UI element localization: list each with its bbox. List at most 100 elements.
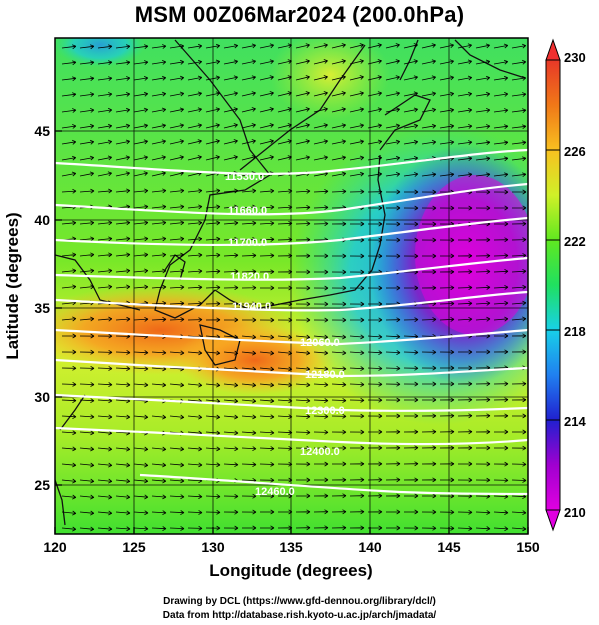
wind-arrow [133, 494, 149, 500]
wind-arrow [421, 365, 437, 371]
wind-arrow [511, 172, 527, 178]
wind-arrow [259, 123, 274, 129]
wind-arrow [475, 316, 491, 322]
wind-arrow [79, 365, 95, 371]
wind-arrow [349, 334, 365, 340]
wind-arrow [493, 429, 509, 435]
wind-arrow [367, 509, 383, 515]
wind-arrow [241, 285, 257, 291]
wind-arrow [295, 107, 310, 113]
wind-arrow [61, 44, 77, 50]
wind-arrow [331, 91, 346, 97]
wind-arrow [385, 365, 401, 371]
wind-arrow [385, 397, 401, 403]
wind-arrow [223, 43, 239, 49]
wind-arrow [421, 397, 437, 403]
wind-arrow [97, 316, 113, 322]
wind-arrow [403, 477, 419, 483]
wind-arrow [277, 317, 293, 323]
wind-arrow [187, 155, 202, 161]
wind-arrow [313, 91, 328, 97]
wind-arrow [61, 284, 77, 290]
wind-arrow [295, 301, 311, 307]
wind-arrow [79, 171, 94, 177]
wind-arrow [61, 171, 77, 177]
wind-arrow [511, 284, 527, 290]
wind-arrow [115, 494, 131, 500]
wind-arrow [457, 316, 473, 322]
wind-arrow [404, 397, 419, 403]
wind-arrow [349, 366, 365, 372]
x-tick-label: 130 [201, 539, 225, 555]
wind-arrow [457, 75, 473, 81]
wind-arrow [169, 252, 185, 258]
wind-arrow [61, 414, 77, 420]
wind-arrow [439, 43, 454, 49]
wind-arrow [79, 44, 95, 50]
wind-arrow [79, 510, 95, 516]
wind-arrow [295, 334, 311, 340]
wind-arrow [151, 60, 167, 65]
wind-arrow [133, 155, 148, 161]
wind-arrow [439, 349, 455, 355]
wind-arrow [79, 236, 95, 242]
wind-arrow [223, 301, 239, 307]
wind-arrow [62, 333, 77, 339]
contour-labels: 11530.0 11660.0 11700.0 11820.0 11940.0 … [225, 171, 345, 498]
wind-arrow [259, 525, 275, 531]
wind-arrow [313, 350, 329, 356]
wind-arrow [494, 205, 509, 211]
wind-arrow [97, 510, 113, 516]
wind-arrow [223, 204, 239, 210]
wind-arrow [367, 461, 383, 467]
wind-arrow [79, 252, 95, 258]
wind-arrow [260, 509, 275, 515]
y-tick-label: 45 [34, 123, 50, 139]
wind-arrow [169, 91, 185, 97]
wind-arrow [331, 413, 347, 419]
wind-arrow [511, 59, 527, 65]
wind-arrow [277, 509, 293, 515]
wind-arrow [277, 139, 292, 145]
wind-arrow [313, 429, 329, 435]
wind-arrow [421, 349, 437, 355]
wind-arrow [205, 155, 220, 161]
wind-arrow [512, 189, 527, 195]
wind-arrow [79, 414, 95, 420]
wind-arrow [259, 285, 275, 291]
wind-arrow [151, 382, 167, 388]
wind-arrow [295, 205, 311, 210]
wind-arrow [313, 253, 329, 259]
wind-arrow [223, 236, 239, 242]
wind-arrow [205, 285, 221, 290]
wind-arrow [367, 445, 383, 451]
wind-arrow [403, 91, 418, 97]
x-tick-label: 125 [122, 539, 146, 555]
wind-arrow [511, 333, 527, 339]
wind-arrow [259, 461, 275, 467]
wind-arrow [223, 123, 238, 129]
wind-arrow [97, 236, 113, 242]
wind-arrow [385, 445, 401, 451]
x-tick-label: 135 [279, 539, 303, 555]
wind-arrow [295, 414, 311, 419]
wind-arrow [331, 317, 347, 323]
wind-arrow [241, 430, 257, 436]
wind-arrow [349, 493, 365, 499]
wind-arrow [241, 350, 257, 356]
wind-arrow [241, 188, 257, 194]
wind-arrow [187, 188, 203, 194]
wind-arrow [169, 510, 185, 515]
wind-arrow [259, 414, 275, 420]
wind-arrow [205, 252, 221, 258]
wind-arrow [475, 285, 491, 290]
wind-arrow [349, 397, 365, 403]
wind-arrow [187, 204, 203, 210]
wind-arrow [511, 510, 527, 516]
wind-arrow [349, 445, 365, 451]
wind-arrow [97, 414, 113, 420]
wind-arrow [151, 446, 167, 452]
wind-arrow [386, 413, 401, 419]
wind-arrow [439, 413, 455, 419]
